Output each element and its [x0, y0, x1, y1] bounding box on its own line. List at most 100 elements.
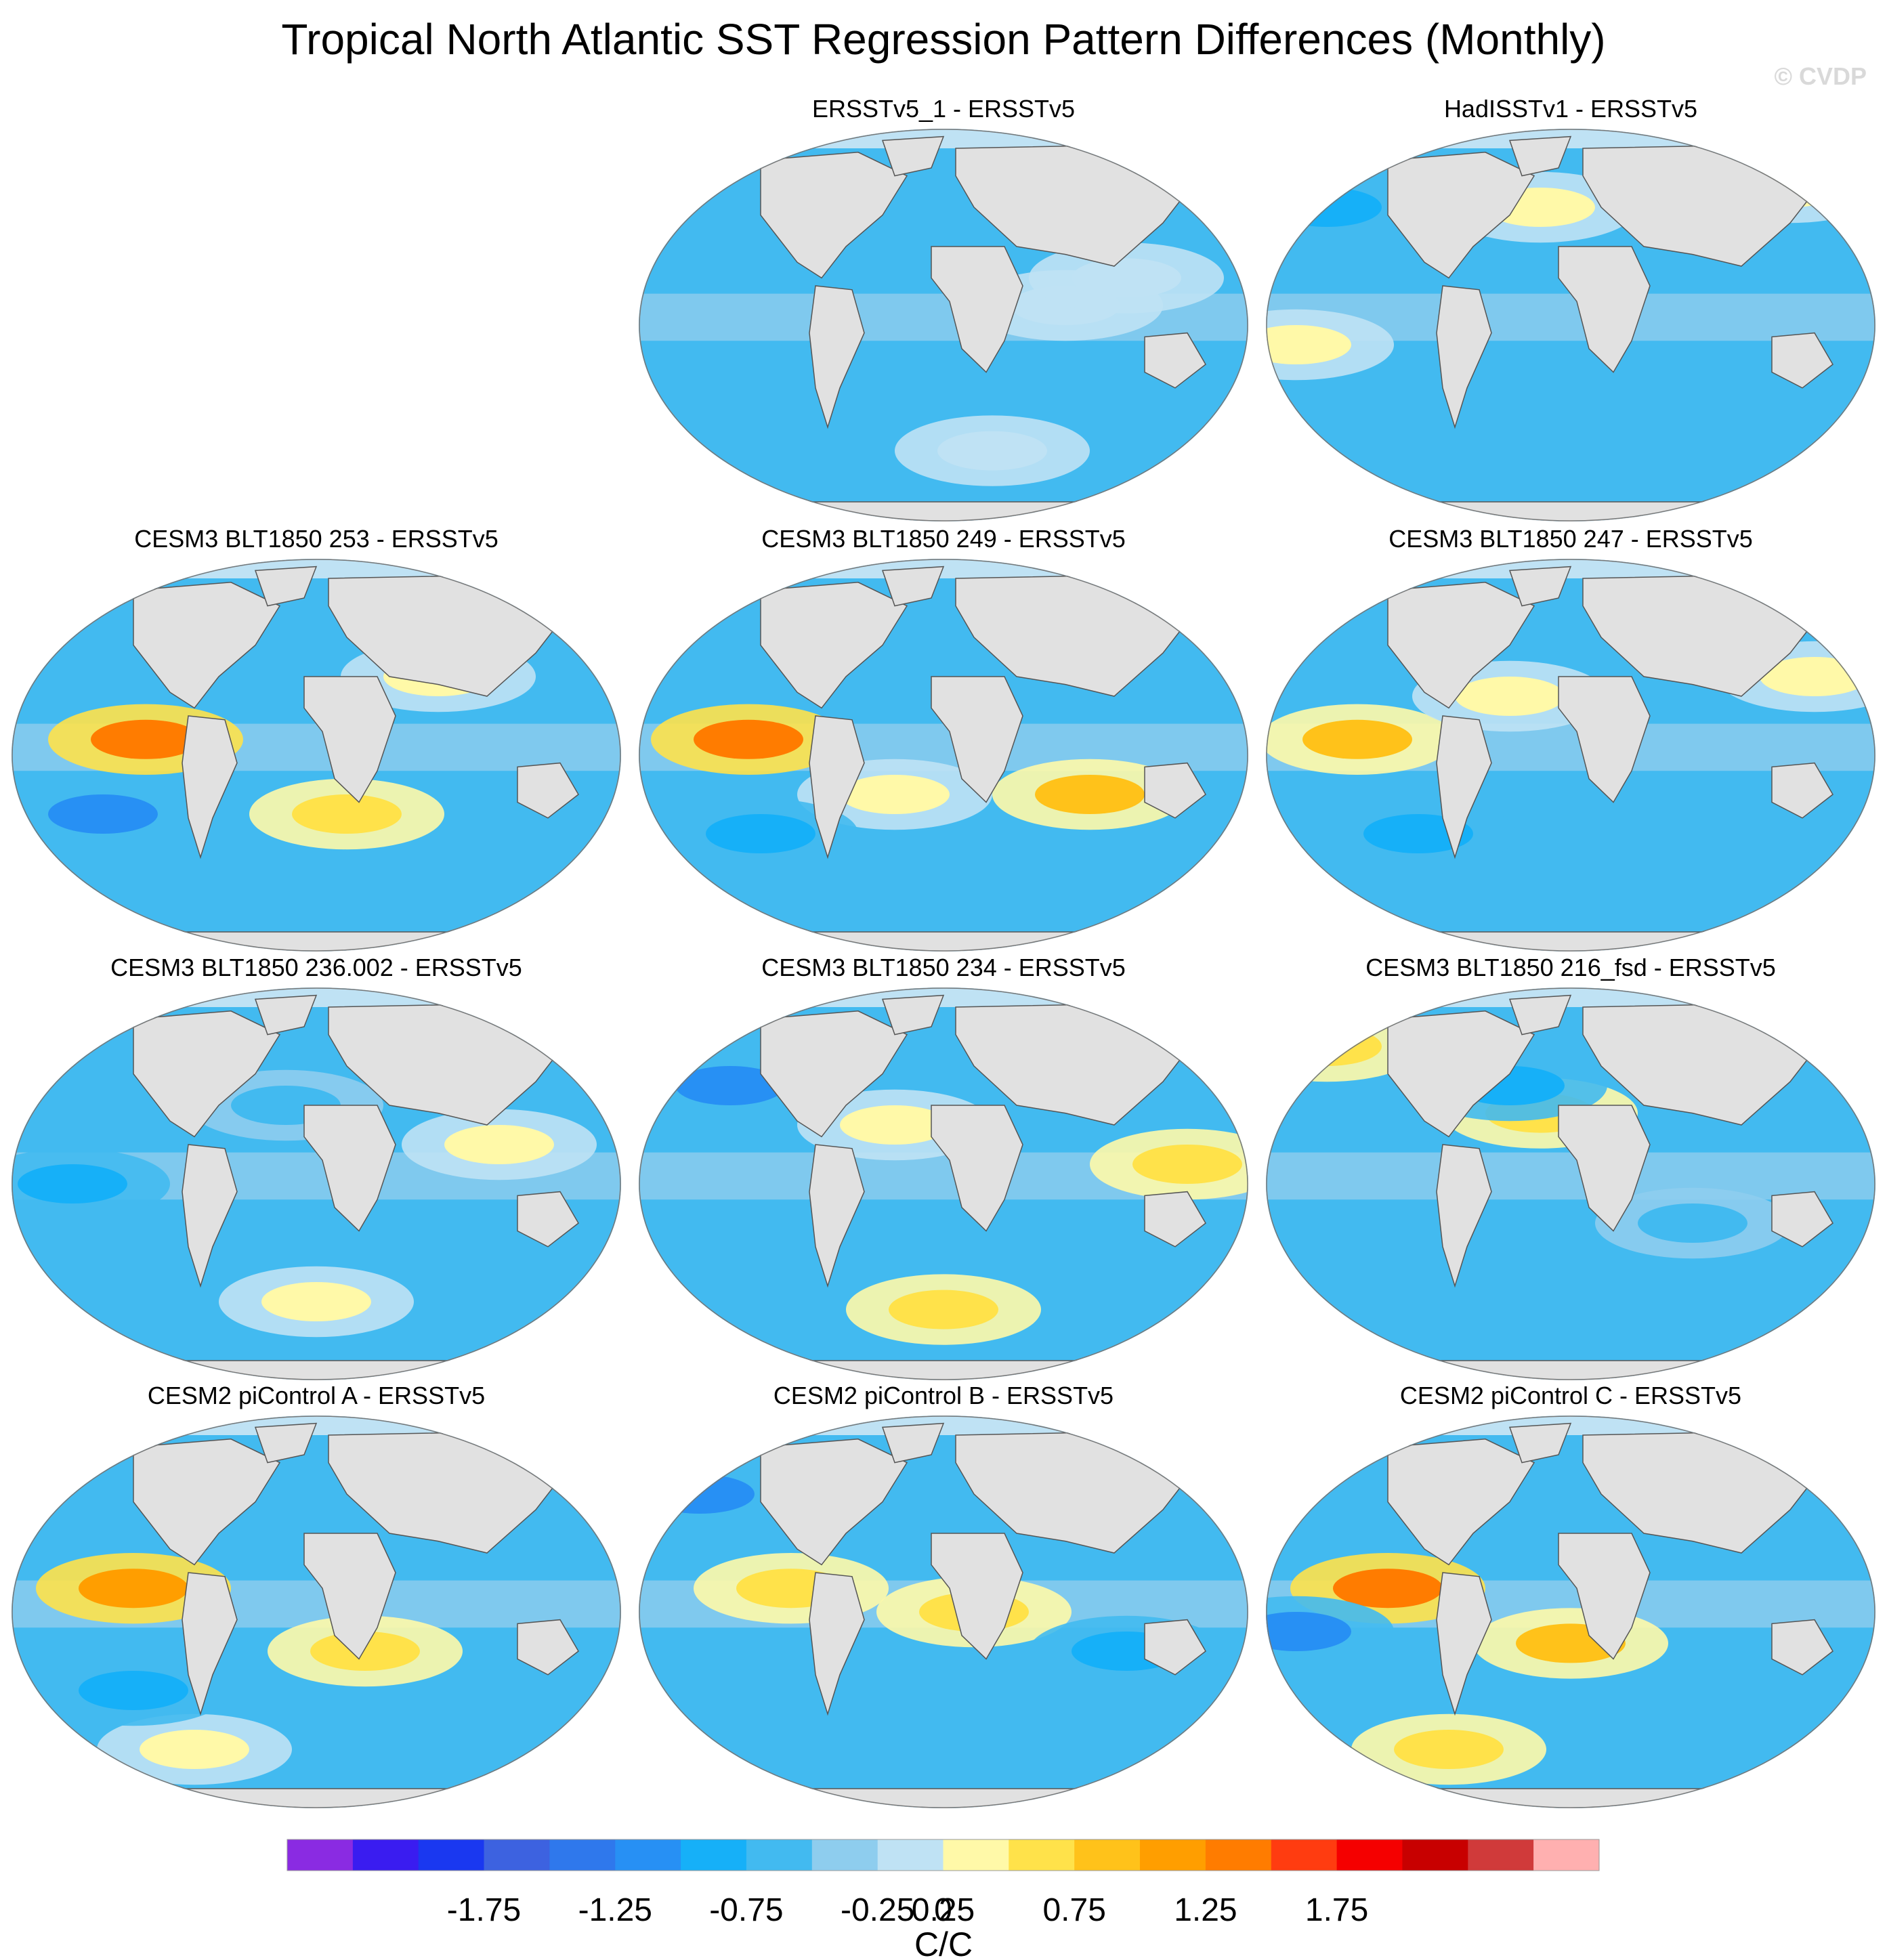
colorbar-swatch: [1205, 1839, 1272, 1871]
land-south-america: [182, 1144, 238, 1288]
panel-title: CESM3 BLT1850 216_fsd - ERSSTv5: [1365, 954, 1776, 981]
land-australia: [1771, 332, 1833, 389]
land-north-america: [760, 152, 908, 279]
land-antarctica: [119, 931, 513, 952]
map-outline: [1266, 129, 1875, 521]
land-antarctica: [1374, 931, 1768, 952]
anomaly-contour: [706, 814, 815, 853]
map-plot: [1266, 129, 1875, 521]
land-greenland: [1508, 994, 1572, 1036]
ocean-field: [12, 987, 621, 1007]
map-outline: [12, 1415, 621, 1808]
land-south-america: [1436, 1144, 1492, 1288]
ocean-field: [1266, 129, 1875, 148]
panel-title: CESM2 piControl C - ERSSTv5: [1399, 1382, 1742, 1409]
colorbar-tick-label: 1.25: [1174, 1892, 1237, 1928]
colorbar-swatch: [1468, 1839, 1534, 1871]
colorbar-swatch: [615, 1839, 681, 1871]
anomaly-contour: [645, 1474, 755, 1514]
map-panel: CESM3 BLT1850 236.002 - ERSSTv5: [8, 954, 624, 1387]
ocean-field: [639, 129, 1248, 148]
land-north-america: [760, 582, 908, 709]
anomaly-contour: [675, 1066, 785, 1105]
anomaly-contour: [1638, 1203, 1747, 1243]
land-greenland: [1508, 566, 1572, 607]
land-africa: [303, 676, 396, 803]
ocean-field: [12, 559, 621, 578]
map-outline: [12, 987, 621, 1380]
land-south-america: [1436, 715, 1492, 859]
land-south-america: [809, 1144, 865, 1288]
map-outline: [639, 1415, 1248, 1808]
land-australia: [1771, 762, 1833, 819]
colorbar-swatch: [943, 1839, 1009, 1871]
map-plot: [12, 1415, 621, 1808]
land-greenland: [881, 135, 945, 177]
land-africa: [931, 1533, 1023, 1660]
colorbar-swatch: [484, 1839, 550, 1871]
map-panel: CESM2 piControl A - ERSSTv5: [8, 1382, 624, 1815]
colorbar-swatch: [352, 1839, 419, 1871]
land-north-america: [133, 1010, 281, 1138]
land-greenland: [1508, 135, 1572, 177]
figure-title: Tropical North Atlantic SST Regression P…: [281, 15, 1606, 64]
land-africa: [931, 246, 1023, 373]
land-africa: [1558, 246, 1651, 373]
anomaly-contour: [1132, 1145, 1242, 1184]
anomaly-contour: [444, 1125, 554, 1164]
panel-title: CESM2 piControl A - ERSSTv5: [147, 1382, 486, 1409]
land-south-america: [809, 285, 865, 429]
panel-title: CESM3 BLT1850 253 - ERSSTv5: [134, 525, 499, 553]
colorbar-tick-label: 0.25: [912, 1892, 975, 1928]
land-antarctica: [1374, 1360, 1768, 1380]
land-south-america: [1436, 285, 1492, 429]
land-south-america: [809, 1572, 865, 1716]
colorbar-tick-label: -1.75: [447, 1892, 521, 1928]
map-plot: [1266, 1415, 1875, 1808]
panel-title: CESM3 BLT1850 234 - ERSSTv5: [761, 954, 1126, 981]
colorbar-swatch: [746, 1839, 813, 1871]
land-australia: [1771, 1619, 1833, 1676]
anomaly-contour: [79, 1569, 188, 1609]
colorbar-tick-label: -0.75: [709, 1892, 783, 1928]
ocean-field: [639, 987, 1248, 1007]
land-north-america: [133, 1439, 281, 1566]
colorbar: -1.75 -1.25 -0.75 -0.25 00.25 0.75 1.25 1.75 C/C: [287, 1839, 1600, 1960]
map-plot: [1266, 987, 1875, 1380]
land-australia: [1144, 1619, 1206, 1676]
anomaly-contour: [1272, 188, 1382, 227]
colorbar-tick-label: 1.75: [1305, 1892, 1368, 1928]
panel-title: HadISSTv1 - ERSSTv5: [1443, 95, 1698, 123]
land-antarctica: [119, 1360, 513, 1380]
colorbar-swatch: [1533, 1839, 1600, 1871]
land-antarctica: [746, 1788, 1141, 1808]
map-outline: [12, 559, 621, 952]
watermark: © CVDP: [1774, 62, 1867, 90]
land-greenland: [254, 1422, 318, 1464]
land-north-america: [1387, 1010, 1535, 1138]
land-antarctica: [1374, 501, 1768, 521]
panel-title: CESM3 BLT1850 236.002 - ERSSTv5: [110, 954, 522, 981]
anomaly-contour: [310, 1632, 420, 1671]
anomaly-contour: [694, 719, 803, 759]
anomaly-contour: [1333, 1569, 1443, 1609]
colorbar-swatch: [549, 1839, 616, 1871]
colorbar-swatch: [1009, 1839, 1075, 1871]
anomaly-contour: [889, 1290, 998, 1329]
land-north-america: [760, 1439, 908, 1566]
anomaly-contour: [1394, 1730, 1504, 1769]
land-africa: [931, 1105, 1023, 1232]
land-africa: [1558, 676, 1651, 803]
land-antarctica: [1374, 1788, 1768, 1808]
land-greenland: [881, 1422, 945, 1464]
panel-title: CESM3 BLT1850 249 - ERSSTv5: [761, 525, 1126, 553]
map-panel: CESM3 BLT1850 234 - ERSSTv5: [635, 954, 1252, 1387]
colorbar-tick-label: -1.25: [578, 1892, 652, 1928]
land-south-america: [809, 715, 865, 859]
colorbar-swatch: [1402, 1839, 1468, 1871]
anomaly-contour: [91, 719, 200, 759]
colorbar-swatch: [681, 1839, 747, 1871]
colorbar-swatch: [287, 1839, 354, 1871]
map-panel: CESM3 BLT1850 249 - ERSSTv5: [635, 525, 1252, 958]
land-australia: [1144, 332, 1206, 389]
